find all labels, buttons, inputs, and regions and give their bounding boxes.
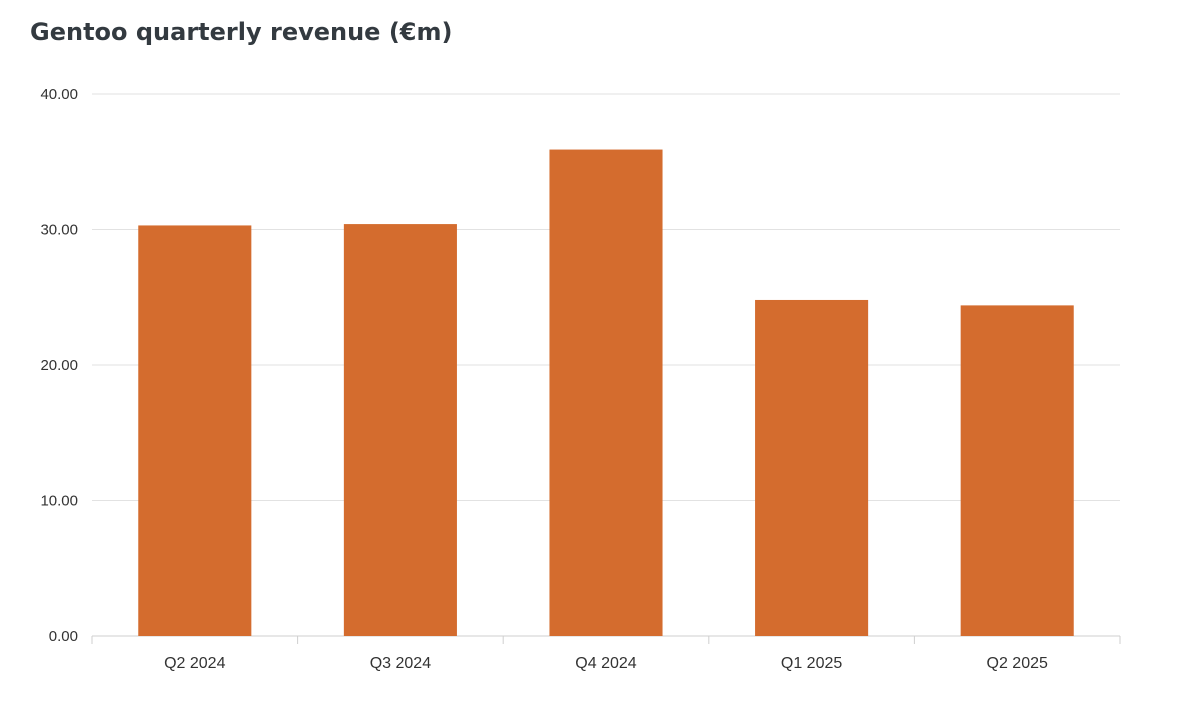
bars <box>138 149 1074 636</box>
bar[interactable] <box>343 224 457 636</box>
x-tick-label: Q4 2024 <box>575 655 636 672</box>
bar[interactable] <box>138 225 252 636</box>
x-tick-label: Q3 2024 <box>370 655 431 672</box>
axis-labels: 0.00 10.00 20.00 30.00 40.00 Q2 2024 Q3 2024 Q4… <box>40 86 1048 672</box>
y-tick-label: 30.00 <box>40 222 78 239</box>
axes <box>91 635 1121 644</box>
x-tick-label: Q2 2025 <box>987 655 1048 672</box>
y-tick-label: 10.00 <box>40 493 78 510</box>
y-tick-label: 20.00 <box>40 357 78 374</box>
bar[interactable] <box>755 299 869 636</box>
x-tick-label: Q1 2025 <box>781 655 842 672</box>
x-tick-label: Q2 2024 <box>164 655 225 672</box>
y-tick-label: 0.00 <box>49 628 78 645</box>
y-tick-label: 40.00 <box>40 86 78 103</box>
bar[interactable] <box>960 305 1074 636</box>
chart-title: Gentoo quarterly revenue (€m) <box>30 18 453 46</box>
bar[interactable] <box>549 149 663 636</box>
